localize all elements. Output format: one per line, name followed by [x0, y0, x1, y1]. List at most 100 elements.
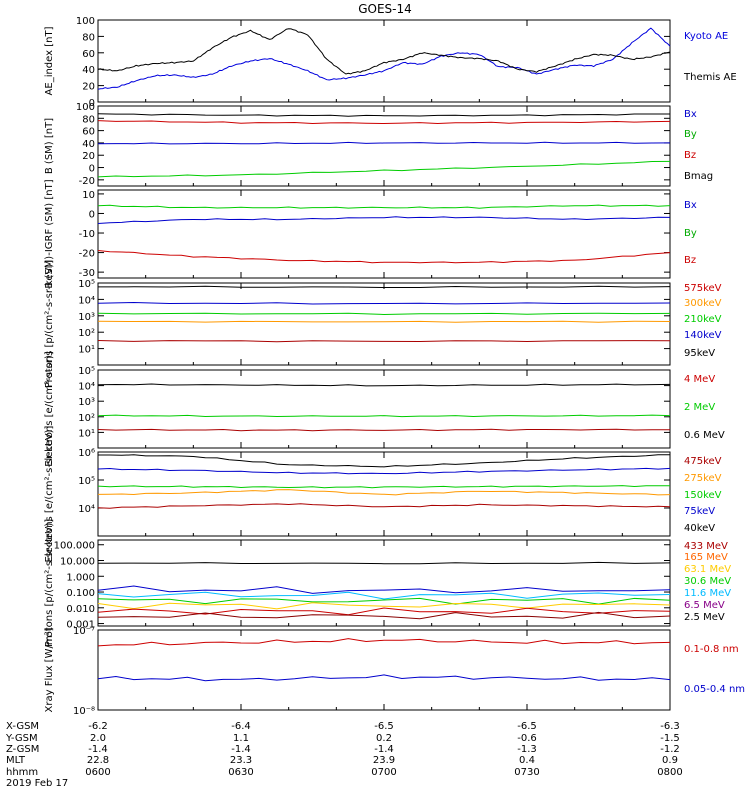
y-tick-label: 40 — [82, 65, 95, 76]
footer-value: -1.4 — [231, 744, 251, 755]
footer-value: 0800 — [657, 767, 682, 778]
y-axis-label: Electrons [e/(cm²-s-sr-keV)] — [44, 425, 55, 562]
series-line-0-05-0-4-nm — [97, 674, 671, 682]
y-tick-label: 0 — [89, 164, 95, 175]
y-tick-label: 100.000 — [54, 541, 95, 552]
y-tick-label: 10² — [78, 328, 95, 339]
y-axis-label: Protons [p/(cm²-s-sr-keV)] — [44, 519, 55, 647]
series-line-275kev — [97, 467, 671, 475]
y-tick-label: 60 — [82, 49, 95, 60]
footer-value: 0.4 — [519, 755, 535, 766]
panel-bigrf: -30 -20 -10 0 10 B (SM)-IGRF (SM) [nT] Bx By Bz — [44, 179, 697, 288]
series-line-575kev — [97, 285, 671, 288]
series-line-bz — [97, 120, 671, 125]
footer-row-label: hhmm — [6, 767, 38, 778]
y-tick-label: 10⁵ — [78, 366, 95, 377]
legend-entry: 475keV — [684, 456, 722, 467]
panel-frame — [97, 282, 671, 366]
legend-entry: Themis AE — [683, 72, 737, 83]
footer-value: -6.2 — [88, 721, 108, 732]
y-tick-label: 80 — [82, 114, 95, 125]
legend-entry: 275keV — [684, 473, 722, 484]
legend-entry: 210keV — [684, 314, 722, 325]
y-tick-label: -30 — [79, 268, 95, 279]
y-tick-label: 1.000 — [66, 572, 95, 583]
y-tick-label: 10⁻⁷ — [73, 626, 95, 637]
panel-protons_hi: 0.001 0.010 0.100 1.000 10.000 100.000Protons… — [44, 519, 731, 647]
series-line-140kev — [97, 320, 671, 323]
series-line-bx — [97, 141, 671, 145]
legend-entry: 165 MeV — [684, 552, 728, 563]
legend-entry: 30.6 MeV — [684, 576, 731, 587]
footer-value: 0700 — [371, 767, 396, 778]
series-line-40kev — [97, 503, 671, 509]
y-axis-label: B (SM)-IGRF (SM) [nT] — [44, 179, 55, 288]
y-tick-label: 100 — [76, 16, 95, 27]
footer-value: 1.1 — [233, 733, 249, 744]
legend-entry: 2 MeV — [684, 402, 715, 413]
y-tick-label: 10⁴ — [78, 382, 95, 393]
series-line-6-5-mev — [97, 607, 671, 616]
footer-value: 2.0 — [90, 733, 106, 744]
y-tick-label: 10⁵ — [78, 279, 95, 290]
y-tick-label: 10.000 — [60, 557, 95, 568]
legend-entry: Bz — [684, 150, 696, 161]
y-tick-label: 10⁴ — [78, 295, 95, 306]
footer-value: -0.6 — [517, 733, 537, 744]
y-tick-label: 10¹ — [78, 345, 95, 356]
legend-entry: Bmag — [684, 171, 713, 182]
footer-row-label: X-GSM — [6, 721, 39, 732]
series-line-11-6-mev — [97, 602, 671, 610]
plot-title: GOES-14 — [358, 2, 412, 16]
footer-row-label: MLT — [6, 755, 26, 766]
footer-value: -1.4 — [88, 744, 108, 755]
y-tick-label: 60 — [82, 127, 95, 138]
footer-value: 23.9 — [373, 755, 395, 766]
footer-row-label: Y-GSM — [5, 733, 38, 744]
series-line-210kev — [97, 312, 671, 316]
footer-value: -6.4 — [231, 721, 251, 732]
y-tick-label: 0.010 — [66, 604, 95, 615]
y-tick-label: -20 — [79, 176, 95, 187]
y-tick-label: 0.100 — [66, 588, 95, 599]
footer-value: -1.3 — [517, 744, 537, 755]
legend-entry: 0.6 MeV — [684, 430, 725, 441]
y-tick-label: 20 — [82, 82, 95, 93]
y-tick-label: 10⁵ — [78, 476, 95, 487]
series-line-themis-ae — [97, 28, 671, 75]
footer-value: -6.3 — [660, 721, 680, 732]
legend-entry: Bx — [684, 109, 697, 120]
legend-entry: 95keV — [684, 348, 715, 359]
legend-entry: 11.6 MeV — [684, 588, 731, 599]
y-axis-label: Xray Flux [W/m²] — [44, 627, 55, 712]
y-tick-label: 10¹ — [78, 428, 95, 439]
y-tick-label: 10² — [78, 413, 95, 424]
series-line-0-1-0-8-nm — [97, 638, 671, 647]
legend-entry: Bx — [684, 200, 697, 211]
series-line-165-mev — [97, 585, 671, 594]
y-tick-label: 40 — [82, 139, 95, 150]
series-line-75kev — [97, 489, 671, 496]
y-tick-label: 10³ — [78, 397, 95, 408]
series-line-475kev — [98, 454, 670, 468]
legend-entry: 575keV — [684, 283, 722, 294]
legend-entry: 2.5 MeV — [684, 612, 725, 623]
series-line-30-6-mev — [97, 597, 671, 605]
footer-value: -1.5 — [660, 733, 680, 744]
footer-value: -1.4 — [374, 744, 394, 755]
y-tick-label: -20 — [79, 249, 95, 260]
series-line-433-mev — [97, 561, 671, 565]
series-line-63-1-mev — [97, 591, 671, 600]
y-tick-label: 0.001 — [66, 620, 95, 631]
series-line-2-5-mev — [97, 611, 671, 620]
footer-row-label: Z-GSM — [6, 744, 39, 755]
legend-entry: Bz — [684, 255, 696, 266]
footer-value: 0630 — [228, 767, 253, 778]
y-axis-label: AE_index [nT] — [44, 26, 55, 95]
series-line-300kev — [97, 301, 671, 305]
series-line-bx — [97, 216, 671, 224]
y-tick-label: 0 — [89, 209, 95, 220]
legend-entry: 40keV — [684, 523, 715, 534]
y-tick-label: 10 — [82, 190, 95, 201]
